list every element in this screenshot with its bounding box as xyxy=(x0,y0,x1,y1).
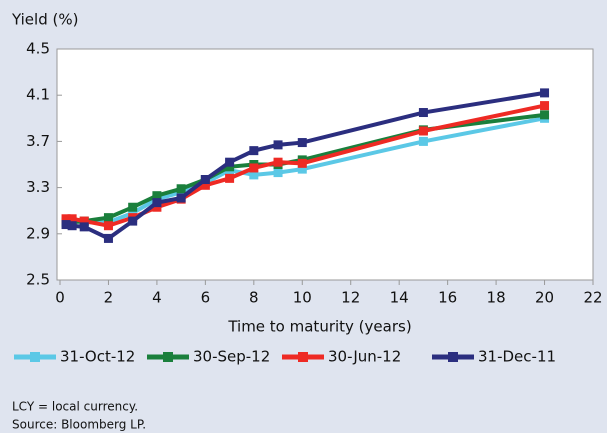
legend-marker xyxy=(448,352,458,362)
legend-label: 31-Oct-12 xyxy=(60,348,135,366)
x-tick-label: 14 xyxy=(390,289,409,307)
data-point xyxy=(273,157,283,167)
x-tick-label: 10 xyxy=(293,289,312,307)
data-point xyxy=(225,173,235,183)
legend-label: 30-Sep-12 xyxy=(193,348,270,366)
legend-marker xyxy=(163,352,173,362)
data-point xyxy=(176,184,186,194)
y-tick-label: 2.5 xyxy=(26,271,50,289)
data-point xyxy=(79,216,89,226)
data-point xyxy=(176,193,186,203)
data-point xyxy=(61,214,71,224)
legend-label: 30-Jun-12 xyxy=(328,348,401,366)
data-point xyxy=(79,222,89,232)
data-point xyxy=(200,180,210,190)
x-tick-label: 0 xyxy=(55,289,65,307)
data-point xyxy=(297,158,307,168)
data-point xyxy=(540,101,550,111)
x-tick-label: 6 xyxy=(201,289,211,307)
x-tick-label: 4 xyxy=(152,289,162,307)
y-tick-label: 3.7 xyxy=(26,132,50,150)
data-point xyxy=(249,170,259,180)
data-point xyxy=(418,126,428,136)
x-tick-label: 20 xyxy=(535,289,554,307)
data-point xyxy=(540,88,550,98)
data-point xyxy=(200,175,210,185)
x-tick-label: 16 xyxy=(438,289,457,307)
x-tick-label: 12 xyxy=(341,289,360,307)
y-tick-label: 4.1 xyxy=(26,86,50,104)
data-point xyxy=(128,202,138,212)
y-tick-label: 4.5 xyxy=(26,40,50,58)
x-axis-label: Time to maturity (years) xyxy=(227,318,411,336)
data-point xyxy=(128,216,138,226)
y-tick-label: 2.9 xyxy=(26,224,50,242)
data-point xyxy=(61,220,71,230)
data-point xyxy=(297,138,307,148)
data-point xyxy=(273,140,283,150)
data-point xyxy=(249,163,259,173)
x-tick-label: 22 xyxy=(583,289,602,307)
data-point xyxy=(103,213,113,223)
data-point xyxy=(418,136,428,146)
legend-marker xyxy=(298,352,308,362)
data-point xyxy=(103,233,113,243)
note: Source: Bloomberg LP. xyxy=(12,418,146,432)
data-point xyxy=(418,108,428,118)
data-point xyxy=(225,157,235,167)
data-point xyxy=(225,162,235,172)
data-point xyxy=(297,164,307,174)
data-point xyxy=(67,214,77,224)
note: LCY = local currency. xyxy=(12,400,138,414)
data-point xyxy=(540,110,550,120)
data-point xyxy=(103,221,113,231)
data-point xyxy=(67,221,77,231)
y-tick-label: 3.3 xyxy=(26,178,50,196)
x-tick-label: 2 xyxy=(104,289,114,307)
data-point xyxy=(152,198,162,208)
legend-marker xyxy=(30,352,40,362)
y-axis-label: Yield (%) xyxy=(11,11,78,29)
legend-label: 31-Dec-11 xyxy=(478,348,556,366)
data-point xyxy=(128,208,138,218)
data-point xyxy=(273,168,283,178)
data-point xyxy=(249,146,259,156)
data-point xyxy=(152,202,162,212)
x-tick-label: 8 xyxy=(249,289,259,307)
x-tick-label: 18 xyxy=(487,289,506,307)
data-point xyxy=(152,191,162,201)
